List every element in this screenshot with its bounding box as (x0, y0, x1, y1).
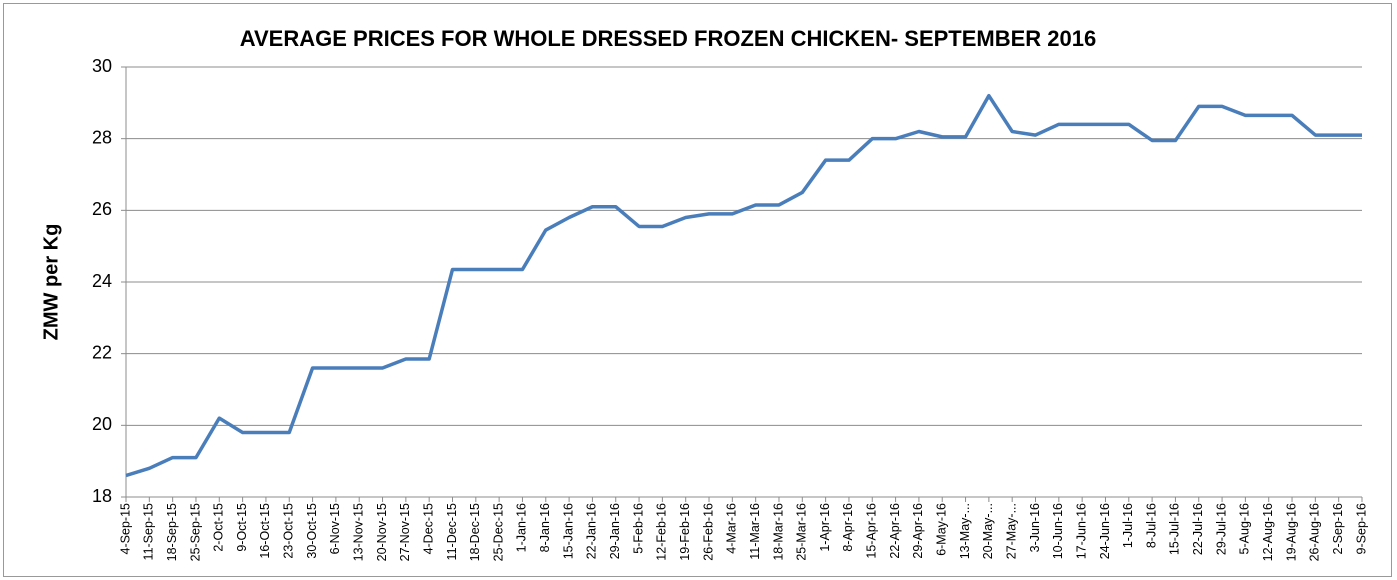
x-tick-label: 4-Dec-15 (421, 503, 435, 554)
x-tick-label: 16-Oct-15 (258, 503, 272, 559)
x-tick-label: 6-May-16 (935, 503, 949, 556)
x-tick-label: 13-May-... (958, 503, 972, 559)
x-tick-label: 1-Jul-16 (1121, 503, 1135, 548)
x-tick-label: 29-Apr-16 (911, 503, 925, 559)
x-tick-label: 8-Jan-16 (538, 503, 552, 552)
x-tick-label: 11-Sep-15 (142, 503, 156, 560)
x-tick-label: 13-Nov-15 (352, 503, 366, 561)
x-tick-label: 17-Jun-16 (1074, 503, 1088, 559)
x-tick-label: 12-Feb-16 (655, 503, 669, 561)
x-tick-label: 12-Aug-16 (1261, 503, 1275, 561)
x-tick-label: 15-Apr-16 (865, 503, 879, 559)
x-tick-label: 23-Oct-15 (282, 503, 296, 559)
x-tick-label: 4-Sep-15 (118, 503, 132, 554)
x-tick-label: 26-Feb-16 (701, 503, 715, 561)
x-tick-label: 27-May-... (1004, 503, 1018, 559)
x-tick-label: 5-Aug-16 (1238, 503, 1252, 554)
x-tick-label: 29-Jan-16 (608, 503, 622, 559)
x-tick-label: 15-Jan-16 (561, 503, 575, 559)
x-tick-label: 20-May-... (981, 503, 995, 559)
x-tick-label: 26-Aug-16 (1308, 503, 1322, 561)
x-tick-label: 22-Jan-16 (585, 503, 599, 559)
y-tick-label: 20 (92, 414, 112, 434)
price-line (125, 93, 1362, 478)
x-tick-label: 4-Mar-16 (725, 503, 739, 554)
chart-title: AVERAGE PRICES FOR WHOLE DRESSED FROZEN … (239, 26, 1097, 51)
x-tick-label: 18-Mar-16 (771, 503, 785, 561)
x-tick-label: 9-Oct-15 (235, 503, 249, 552)
x-tick-label: 25-Mar-16 (795, 503, 809, 561)
x-tick-label: 29-Jul-16 (1214, 503, 1228, 555)
x-tick-label: 27-Nov-15 (398, 503, 412, 561)
x-tick-label: 8-Jul-16 (1144, 503, 1158, 548)
x-tick-label: 22-Apr-16 (888, 503, 902, 559)
x-tick-label: 10-Jun-16 (1051, 503, 1065, 559)
x-tick-label: 2-Oct-15 (212, 503, 226, 552)
x-tick-label: 15-Jul-16 (1168, 503, 1182, 555)
x-tick-label: 18-Dec-15 (468, 503, 482, 561)
x-tick-label: 25-Dec-15 (491, 503, 505, 561)
y-tick-label: 24 (92, 271, 112, 291)
x-tick-label: 30-Oct-15 (305, 503, 319, 559)
x-tick-label: 22-Jul-16 (1191, 503, 1205, 555)
y-tick-label: 26 (92, 199, 112, 219)
x-tick-label: 2-Sep-16 (1331, 503, 1345, 554)
y-axis-label: ZMW per Kg (40, 224, 62, 341)
y-tick-label: 28 (92, 127, 112, 147)
x-tick-label: 11-Mar-16 (748, 503, 762, 560)
y-tick-label: 18 (92, 486, 112, 506)
y-tick-label: 22 (92, 342, 112, 362)
x-tick-label: 9-Sep-16 (1354, 503, 1368, 554)
chart-frame (3, 3, 1392, 577)
x-tick-label: 8-Apr-16 (841, 503, 855, 552)
x-tick-label: 20-Nov-15 (375, 503, 389, 561)
x-tick-label: 3-Jun-16 (1028, 503, 1042, 552)
x-tick-label: 19-Feb-16 (678, 503, 692, 561)
x-tick-label: 6-Nov-15 (328, 503, 342, 554)
x-tick-label: 1-Jan-16 (515, 503, 529, 552)
x-tick-label: 19-Aug-16 (1284, 503, 1298, 561)
x-tick-label: 1-Apr-16 (818, 503, 832, 552)
x-tick-label: 24-Jun-16 (1098, 503, 1112, 559)
x-tick-label: 18-Sep-15 (165, 503, 179, 561)
x-tick-label: 25-Sep-15 (188, 503, 202, 561)
x-tick-label: 5-Feb-16 (631, 503, 645, 554)
x-tick-label: 11-Dec-15 (445, 503, 459, 560)
y-tick-label: 30 (92, 56, 112, 76)
